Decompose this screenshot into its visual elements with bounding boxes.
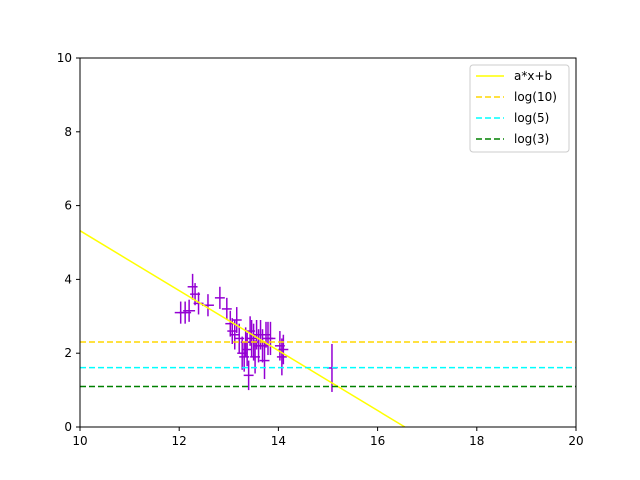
axes-frame	[79, 57, 577, 428]
y-tick-label: 2	[64, 346, 72, 360]
data-layer	[174, 273, 337, 392]
x-tick-label: 20	[568, 434, 583, 448]
data-point	[265, 321, 276, 356]
legend: a*x+b log(10) log(5) log(3)	[469, 64, 570, 153]
y-tick-label: 6	[64, 199, 72, 213]
data-point	[231, 307, 242, 333]
data-point	[193, 292, 204, 315]
y-tick-label: 8	[64, 125, 72, 139]
data-point	[243, 360, 254, 391]
data-point	[259, 342, 270, 380]
lines-layer	[80, 230, 576, 427]
legend-label: log(10)	[514, 90, 557, 104]
data-point	[246, 319, 257, 357]
x-tick-label: 12	[172, 434, 187, 448]
data-point	[183, 299, 196, 322]
x-axis: 10 12 14 16 18 20	[72, 427, 584, 448]
data-point	[187, 273, 198, 300]
legend-items: a*x+b log(10) log(5) log(3)	[476, 69, 557, 146]
y-tick-label: 10	[57, 51, 72, 65]
data-point	[278, 334, 289, 365]
legend-label: log(3)	[514, 132, 549, 146]
legend-box	[469, 64, 570, 153]
y-tick-label: 4	[64, 272, 72, 286]
legend-label: log(5)	[514, 111, 549, 125]
y-axis: 0 2 4 6 8 10	[57, 51, 80, 434]
x-tick-label: 18	[469, 434, 484, 448]
series-line	[80, 230, 406, 427]
y-tick-label: 0	[64, 420, 72, 434]
data-point	[214, 286, 225, 309]
legend-label: a*x+b	[514, 69, 552, 83]
x-tick-label: 10	[72, 434, 87, 448]
x-tick-label: 14	[271, 434, 286, 448]
data-point	[221, 297, 232, 320]
x-tick-label: 16	[370, 434, 385, 448]
data-point	[276, 338, 287, 376]
